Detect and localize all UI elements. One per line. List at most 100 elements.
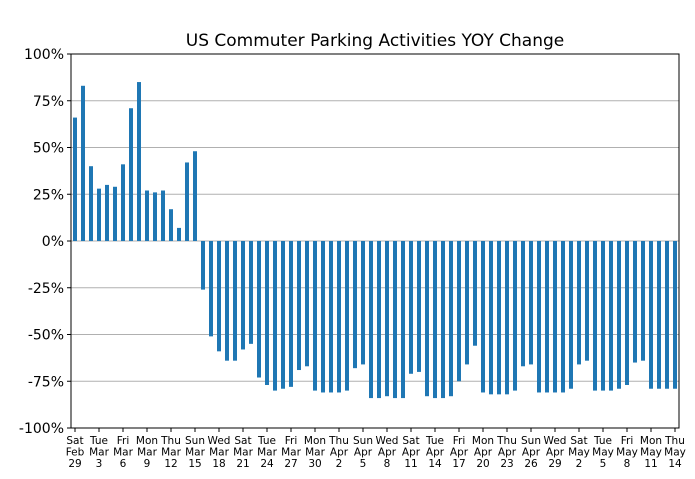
bar [337, 241, 341, 393]
x-tick-label: Wed Mar 18 [208, 435, 231, 470]
bar [553, 241, 557, 393]
y-tick-label: -50% [28, 328, 64, 344]
bar [305, 241, 309, 367]
bar [497, 241, 501, 395]
bar [441, 241, 445, 399]
y-tick-label: -25% [28, 281, 64, 297]
x-tick-label: Tue Mar 3 [89, 435, 110, 470]
y-tick-label: -100% [19, 421, 64, 437]
x-tick-label: Mon Apr 20 [472, 435, 494, 470]
bar [545, 241, 549, 393]
x-tick-label: Mon Mar 30 [304, 435, 326, 470]
y-tick-label: 0% [42, 234, 64, 250]
bar [361, 241, 365, 365]
bar [81, 85, 85, 241]
x-tick-label: Fri Apr 17 [450, 435, 469, 470]
y-tick-label: 100% [24, 47, 64, 63]
x-tick-label: Mon May 11 [640, 435, 662, 470]
bar [481, 241, 485, 393]
bar [377, 241, 381, 399]
bar [521, 241, 525, 367]
bar [249, 241, 253, 344]
x-tick-label: Sat Mar 21 [233, 435, 253, 470]
bar [89, 166, 93, 241]
x-tick-label: Thu Apr 2 [328, 435, 349, 470]
x-tick-label: Thu Apr 23 [496, 435, 517, 470]
bar [353, 241, 357, 369]
bar [585, 241, 589, 361]
bar [241, 241, 245, 350]
x-tick-label: Mon Mar 9 [136, 435, 158, 470]
bar [97, 188, 101, 241]
bar [393, 241, 397, 399]
bar [673, 241, 677, 389]
bar [473, 241, 477, 346]
x-tick-label: Sun Apr 26 [521, 435, 541, 470]
bar [153, 192, 157, 241]
bar [449, 241, 453, 397]
bar [425, 241, 429, 397]
bar [465, 241, 469, 365]
bar [369, 241, 373, 399]
x-tick-label: Tue Mar 24 [257, 435, 278, 470]
bar [665, 241, 669, 389]
chart-title: US Commuter Parking Activities YOY Chang… [186, 31, 565, 51]
bar [505, 241, 509, 395]
bar [273, 241, 277, 391]
bar [201, 241, 205, 290]
bar [641, 241, 645, 361]
bar [489, 241, 493, 395]
x-tick-label: Fri Mar 6 [113, 435, 133, 470]
x-tick-label: Tue Apr 14 [425, 435, 445, 470]
bar [345, 241, 349, 391]
bar [617, 241, 621, 389]
bar [601, 241, 605, 391]
x-tick-label: Tue May 5 [592, 435, 614, 470]
bar [161, 190, 165, 241]
bar [417, 241, 421, 372]
bar [609, 241, 613, 391]
bar [193, 151, 197, 241]
bar [233, 241, 237, 361]
bar [185, 162, 189, 241]
bar [385, 241, 389, 397]
bar [137, 82, 141, 241]
bar [513, 241, 517, 391]
bar [169, 209, 173, 241]
bar [217, 241, 221, 352]
bar [593, 241, 597, 391]
y-tick-label: 75% [33, 94, 64, 110]
x-tick-label: Sun Apr 5 [353, 435, 373, 470]
bar [433, 241, 437, 399]
bar [577, 241, 581, 365]
x-tick-label: Wed Apr 29 [544, 435, 567, 470]
bar [457, 241, 461, 382]
bar [529, 241, 533, 365]
bar [281, 241, 285, 389]
bar [289, 241, 293, 387]
bar [297, 241, 301, 371]
bar [113, 186, 117, 241]
x-tick-label: Fri May 8 [616, 435, 638, 470]
bar [657, 241, 661, 389]
bar [73, 117, 77, 241]
bar [633, 241, 637, 363]
bar [409, 241, 413, 374]
bar [265, 241, 269, 385]
y-axis: 100% 75% 50% 25% 0% -25% -50% -75% -100% [19, 47, 71, 437]
bar [561, 241, 565, 393]
x-tick-label: Sat Feb 29 [66, 435, 85, 470]
x-tick-label: Thu May 14 [664, 435, 686, 470]
y-tick-label: -75% [28, 374, 64, 390]
bar [177, 227, 181, 241]
bar [225, 241, 229, 361]
bar [121, 164, 125, 241]
x-tick-label: Sun Mar 15 [185, 435, 206, 470]
bar [625, 241, 629, 385]
x-tick-label: Thu Mar 12 [160, 435, 181, 470]
bar [649, 241, 653, 389]
bar [329, 241, 333, 393]
bar [321, 241, 325, 393]
